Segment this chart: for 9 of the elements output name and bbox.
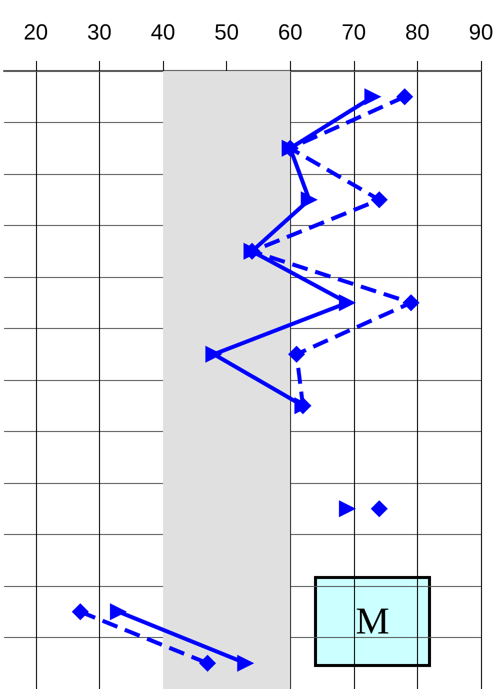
x-tick-label: 60 (278, 20, 302, 44)
x-tick-label: 90 (468, 20, 494, 44)
annotation: M (356, 600, 390, 642)
x-tick-label: 50 (214, 20, 239, 44)
x-tick-label: 30 (87, 20, 112, 44)
x-tick-label: 40 (150, 20, 176, 44)
x-tick-label: 80 (405, 20, 430, 44)
x-tick-label: 70 (342, 20, 366, 44)
x-tick-label: 20 (24, 20, 48, 44)
